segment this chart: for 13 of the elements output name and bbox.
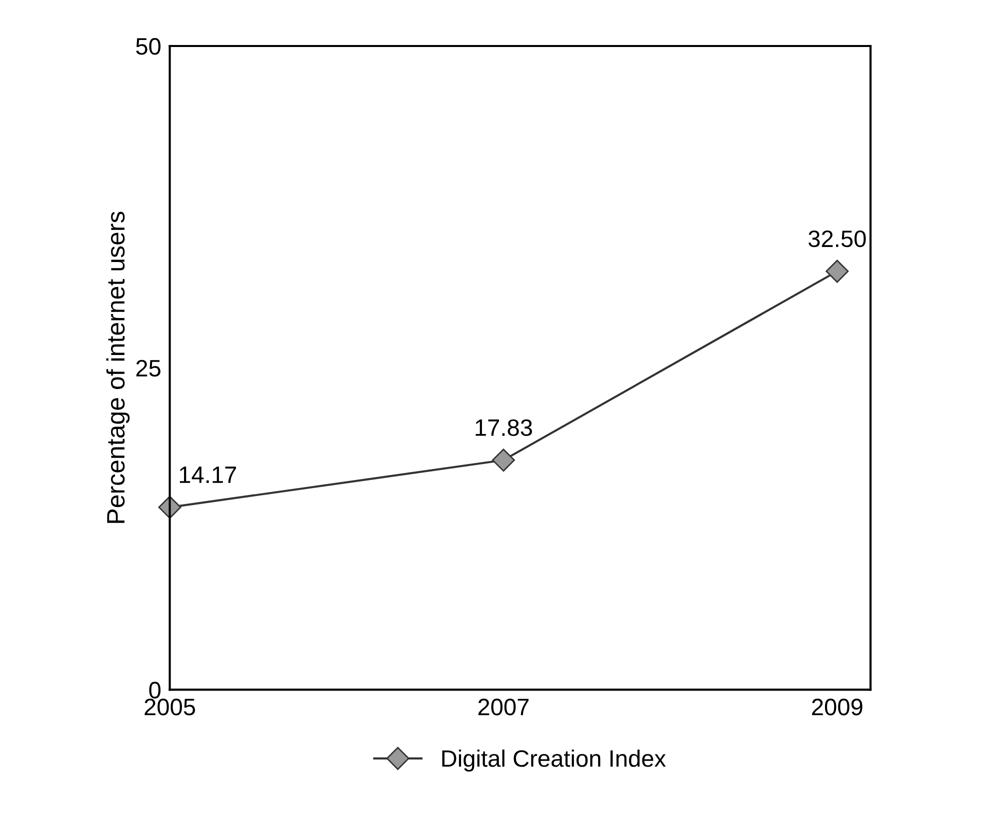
- x-tick-label: 2007: [478, 698, 529, 716]
- legend-label: Digital Creation Index: [442, 750, 666, 772]
- x-tick-label: 2009: [812, 698, 862, 716]
- data-label: 14.17: [180, 466, 236, 483]
- y-axis-title: Percentage of internet users: [106, 212, 130, 523]
- data-label: 17.83: [476, 419, 532, 436]
- point: [826, 260, 849, 283]
- y-tick-label: 0: [149, 682, 161, 698]
- y-tick-label: 50: [136, 38, 161, 55]
- data-label: 32.50: [808, 230, 866, 248]
- y-tick-label: 25: [136, 360, 160, 377]
- point: [492, 448, 515, 472]
- x-tick-label: 2005: [144, 698, 196, 716]
